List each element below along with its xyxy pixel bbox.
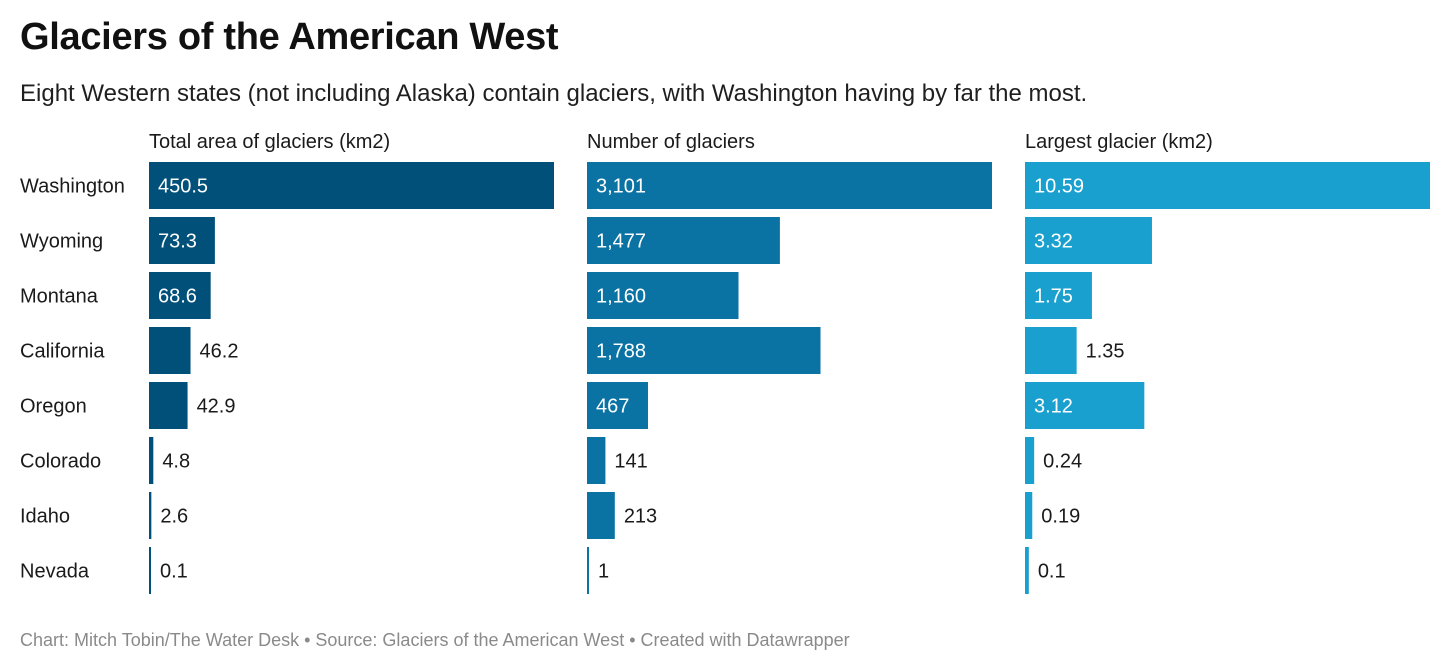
bar-1-montana xyxy=(149,272,211,319)
panel-title-3: Largest glacier (km2) xyxy=(1025,131,1213,153)
chart-credit: Chart: Mitch Tobin/The Water Desk • Sour… xyxy=(20,630,850,650)
value-label-1-washington: 450.5 xyxy=(158,176,208,198)
bar-3-colorado xyxy=(1025,437,1035,484)
value-label-3-colorado: 0.24 xyxy=(1043,451,1082,473)
value-label-2-wyoming: 1,477 xyxy=(596,231,646,253)
bar-2-washington xyxy=(587,162,992,209)
bar-1-idaho xyxy=(149,492,152,539)
bar-3-nevada xyxy=(1025,547,1029,594)
bar-3-california xyxy=(1025,327,1077,374)
row-label-wyoming: Wyoming xyxy=(20,231,103,253)
bar-3-idaho xyxy=(1025,492,1033,539)
value-label-1-montana: 68.6 xyxy=(158,286,197,308)
row-label-idaho: Idaho xyxy=(20,506,70,528)
value-label-3-idaho: 0.19 xyxy=(1041,506,1080,528)
bar-2-montana xyxy=(587,272,739,319)
value-label-3-wyoming: 3.32 xyxy=(1034,231,1073,253)
bar-2-california xyxy=(587,327,821,374)
value-label-2-oregon: 467 xyxy=(596,396,629,418)
value-label-1-nevada: 0.1 xyxy=(160,561,188,583)
bar-2-idaho xyxy=(587,492,615,539)
row-label-oregon: Oregon xyxy=(20,396,87,418)
bar-3-wyoming xyxy=(1025,217,1152,264)
bar-2-colorado xyxy=(587,437,606,484)
value-label-2-colorado: 141 xyxy=(614,451,647,473)
bar-2-oregon xyxy=(587,382,648,429)
value-label-2-washington: 3,101 xyxy=(596,176,646,198)
value-label-2-california: 1,788 xyxy=(596,341,646,363)
bar-1-nevada xyxy=(149,547,151,594)
bar-2-nevada xyxy=(587,547,589,594)
value-label-3-montana: 1.75 xyxy=(1034,286,1073,308)
row-label-colorado: Colorado xyxy=(20,451,101,473)
value-label-2-montana: 1,160 xyxy=(596,286,646,308)
bar-3-oregon xyxy=(1025,382,1145,429)
bar-1-washington xyxy=(149,162,554,209)
value-label-3-california: 1.35 xyxy=(1086,341,1125,363)
row-label-washington: Washington xyxy=(20,176,125,198)
value-label-3-washington: 10.59 xyxy=(1034,176,1084,198)
chart-title: Glaciers of the American West xyxy=(20,16,559,58)
bar-3-washington xyxy=(1025,162,1430,209)
value-label-3-oregon: 3.12 xyxy=(1034,396,1073,418)
bar-1-wyoming xyxy=(149,217,215,264)
row-label-montana: Montana xyxy=(20,286,99,308)
bar-chart-panels: Washington Wyoming Montana California Oregon… xyxy=(20,131,1430,594)
panel-title-2: Number of glaciers xyxy=(587,131,755,153)
value-label-1-wyoming: 73.3 xyxy=(158,231,197,253)
bar-3-montana xyxy=(1025,272,1092,319)
bar-2-wyoming xyxy=(587,217,780,264)
value-label-2-nevada: 1 xyxy=(598,561,609,583)
bar-1-oregon xyxy=(149,382,188,429)
value-label-1-california: 46.2 xyxy=(200,341,239,363)
value-label-2-idaho: 213 xyxy=(624,506,657,528)
value-label-1-idaho: 2.6 xyxy=(160,506,188,528)
row-label-california: California xyxy=(20,341,105,363)
bar-1-colorado xyxy=(149,437,154,484)
value-label-1-colorado: 4.8 xyxy=(162,451,190,473)
value-label-1-oregon: 42.9 xyxy=(197,396,236,418)
panel-title-1: Total area of glaciers (km2) xyxy=(149,131,390,153)
bar-1-california xyxy=(149,327,191,374)
value-label-3-nevada: 0.1 xyxy=(1038,561,1066,583)
chart-subtitle: Eight Western states (not including Alas… xyxy=(20,80,1088,107)
row-label-nevada: Nevada xyxy=(20,561,90,583)
